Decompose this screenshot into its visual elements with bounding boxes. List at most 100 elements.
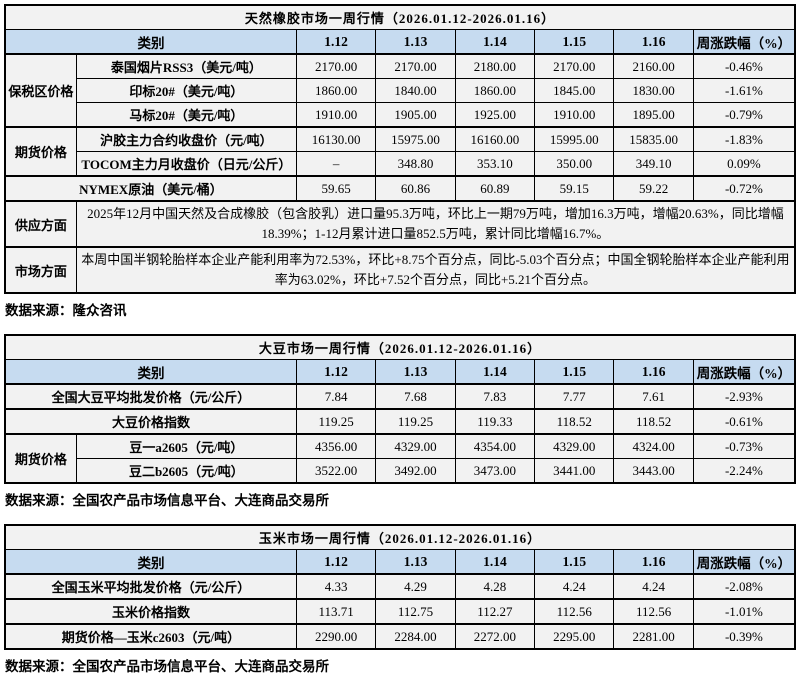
cell-value: 7.83	[454, 383, 536, 410]
rubber-col-header-change: 周涨跌幅（%）	[692, 29, 796, 55]
supply-row: 供应方面 2025年12月中国天然及合成橡胶（包含胶乳）进口量95.3万吨，环比…	[4, 200, 796, 248]
cell-change: -0.61%	[692, 408, 796, 435]
cell-value: 113.71	[295, 598, 377, 625]
cell-change: -0.39%	[692, 623, 796, 650]
cell-value: 118.52	[613, 408, 694, 435]
cell-value: 2284.00	[375, 623, 456, 650]
cell-value: 7.61	[613, 383, 694, 410]
cell-change: 0.09%	[692, 151, 796, 177]
rubber-table-title: 天然橡胶市场一周行情（2026.01.12-2026.01.16）	[4, 4, 796, 30]
cell-value: 2290.00	[295, 623, 377, 650]
row-label: 玉米价格指数	[4, 598, 297, 625]
cell-value: 1845.00	[534, 78, 615, 103]
supply-row-text: 2025年12月中国天然及合成橡胶（包含胶乳）进口量95.3万吨，环比上一期79…	[75, 200, 796, 248]
cell-value: 16130.00	[295, 126, 377, 152]
soybean-col-header-day1: 1.12	[295, 359, 377, 385]
cell-value: 112.56	[534, 598, 615, 625]
rubber-col-header-day2: 1.13	[375, 29, 456, 55]
cell-value: 112.27	[454, 598, 536, 625]
cell-value: 59.22	[613, 175, 694, 202]
cell-value: 112.56	[613, 598, 694, 625]
soybean-col-header-day4: 1.15	[534, 359, 615, 385]
rubber-col-header-day5: 1.16	[613, 29, 694, 55]
table-row: 全国玉米平均批发价格（元/公斤） 4.33 4.29 4.28 4.24 4.2…	[4, 573, 796, 600]
market-row-label: 市场方面	[4, 246, 77, 294]
cell-change: -0.72%	[692, 175, 796, 202]
cell-value: 2180.00	[454, 53, 536, 79]
cell-value: 2170.00	[534, 53, 615, 79]
cell-value: 1840.00	[375, 78, 456, 103]
row-label: 印标20#（美元/吨）	[75, 78, 297, 103]
cell-value: 4329.00	[534, 433, 615, 459]
cell-value: 353.10	[454, 151, 536, 177]
cell-value: 2160.00	[613, 53, 694, 79]
cell-value: 1830.00	[613, 78, 694, 103]
cell-value: 2272.00	[454, 623, 536, 650]
cell-value: 59.15	[534, 175, 615, 202]
supply-row-label: 供应方面	[4, 200, 77, 248]
cell-change: -2.93%	[692, 383, 796, 410]
cell-value: 15975.00	[375, 126, 456, 152]
cell-value: 15835.00	[613, 126, 694, 152]
table-row: NYMEX原油（美元/桶） 59.65 60.86 60.89 59.15 59…	[4, 175, 796, 202]
cell-change: -1.01%	[692, 598, 796, 625]
cell-change: -2.24%	[692, 458, 796, 484]
rubber-col-header-day4: 1.15	[534, 29, 615, 55]
cell-change: -1.83%	[692, 126, 796, 152]
cell-value: 349.10	[613, 151, 694, 177]
rubber-col-header-day3: 1.14	[454, 29, 536, 55]
row-label: 豆二b2605（元/吨）	[75, 458, 297, 484]
cell-value: 59.65	[295, 175, 377, 202]
soybean-col-header-day3: 1.14	[454, 359, 536, 385]
row-label: 大豆价格指数	[4, 408, 297, 435]
cell-value: 348.80	[375, 151, 456, 177]
cell-value: 60.89	[454, 175, 536, 202]
soybean-col-header-day2: 1.13	[375, 359, 456, 385]
cell-value: –	[295, 151, 377, 177]
corn-col-header-change: 周涨跌幅（%）	[692, 549, 796, 575]
cell-value: 2281.00	[613, 623, 694, 650]
table-row: 马标20#（美元/吨） 1910.00 1905.00 1925.00 1910…	[5, 102, 796, 128]
row-label: 全国大豆平均批发价格（元/公斤）	[4, 383, 297, 410]
corn-col-header-day2: 1.13	[375, 549, 456, 575]
cell-value: 1895.00	[613, 102, 694, 128]
cell-value: 4356.00	[295, 433, 377, 459]
cell-value: 4324.00	[613, 433, 694, 459]
cell-value: 60.86	[375, 175, 456, 202]
row-label: 马标20#（美元/吨）	[75, 102, 297, 128]
table-row: 期货价格 豆一a2605（元/吨） 4356.00 4329.00 4354.0…	[4, 433, 796, 484]
corn-col-header-day4: 1.15	[534, 549, 615, 575]
cell-value: 7.77	[534, 383, 615, 410]
cell-value: 3522.00	[295, 458, 377, 484]
row-label: 全国玉米平均批发价格（元/公斤）	[4, 573, 297, 600]
table-row: 大豆价格指数 119.25 119.25 119.33 118.52 118.5…	[4, 408, 796, 435]
row-label: 泰国烟片RSS3（美元/吨）	[75, 53, 297, 79]
cell-change: -0.79%	[692, 102, 796, 128]
table-row: 豆二b2605（元/吨） 3522.00 3492.00 3473.00 344…	[5, 458, 796, 484]
cell-value: 16160.00	[454, 126, 536, 152]
cell-value: 118.52	[534, 408, 615, 435]
cell-change: -2.08%	[692, 573, 796, 600]
cell-value: 3473.00	[454, 458, 536, 484]
cell-change: -0.73%	[692, 433, 796, 459]
cell-value: 7.84	[295, 383, 377, 410]
cell-value: 3443.00	[613, 458, 694, 484]
cell-value: 350.00	[534, 151, 615, 177]
rubber-group-bonded-label: 保税区价格	[4, 53, 77, 128]
corn-col-header-category: 类别	[4, 549, 297, 575]
cell-value: 119.33	[454, 408, 536, 435]
cell-value: 2170.00	[295, 53, 377, 79]
soybean-table-title: 大豆市场一周行情（2026.01.12-2026.01.16）	[4, 334, 796, 360]
table-row: TOCOM主力月收盘价（日元/公斤） – 348.80 353.10 350.0…	[5, 151, 796, 177]
corn-col-header-day1: 1.12	[295, 549, 377, 575]
row-label: 豆一a2605（元/吨）	[75, 433, 297, 459]
soybean-data-source: 数据来源：全国农产品市场信息平台、大连商品交易所	[5, 493, 329, 508]
cell-change: -0.46%	[692, 53, 796, 79]
cell-value: 112.75	[375, 598, 456, 625]
cell-value: 1910.00	[295, 102, 377, 128]
cell-value: 3492.00	[375, 458, 456, 484]
table-row: 期货价格—玉米c2603（元/吨） 2290.00 2284.00 2272.0…	[4, 623, 796, 650]
corn-data-source: 数据来源：全国农产品市场信息平台、大连商品交易所	[5, 659, 329, 674]
rubber-col-header-day1: 1.12	[295, 29, 377, 55]
